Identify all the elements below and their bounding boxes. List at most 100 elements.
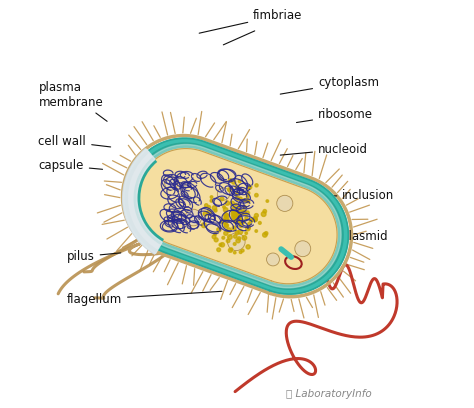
Polygon shape — [126, 138, 348, 294]
Circle shape — [245, 232, 247, 235]
Circle shape — [227, 228, 231, 233]
Circle shape — [248, 222, 251, 225]
Circle shape — [225, 201, 229, 205]
Circle shape — [242, 211, 246, 215]
Polygon shape — [124, 149, 162, 254]
Circle shape — [223, 206, 226, 208]
Circle shape — [220, 243, 225, 247]
Circle shape — [233, 214, 238, 218]
Circle shape — [236, 239, 240, 243]
Circle shape — [234, 235, 237, 238]
Circle shape — [233, 216, 237, 220]
Text: flagellum: flagellum — [67, 291, 222, 306]
Circle shape — [203, 211, 208, 216]
Circle shape — [243, 199, 246, 202]
Circle shape — [235, 196, 239, 200]
Circle shape — [224, 223, 228, 227]
Circle shape — [235, 213, 238, 215]
Circle shape — [236, 207, 241, 212]
Circle shape — [239, 251, 242, 253]
Circle shape — [165, 177, 178, 190]
Text: capsule: capsule — [38, 159, 102, 172]
Circle shape — [253, 217, 257, 221]
Circle shape — [224, 231, 228, 235]
Circle shape — [263, 233, 267, 237]
Circle shape — [264, 232, 268, 235]
Circle shape — [237, 214, 239, 217]
Circle shape — [239, 214, 242, 217]
Circle shape — [236, 217, 238, 219]
Circle shape — [266, 253, 280, 266]
Circle shape — [205, 204, 208, 207]
Circle shape — [247, 192, 250, 194]
Text: plasma
membrane: plasma membrane — [38, 81, 107, 121]
Circle shape — [220, 197, 224, 201]
Circle shape — [228, 179, 232, 182]
Circle shape — [243, 206, 246, 208]
Circle shape — [234, 251, 236, 254]
Circle shape — [232, 211, 236, 214]
Circle shape — [228, 235, 232, 239]
Circle shape — [233, 216, 237, 220]
Circle shape — [245, 216, 248, 220]
Circle shape — [246, 195, 249, 198]
Circle shape — [224, 224, 228, 228]
Circle shape — [233, 214, 236, 217]
Circle shape — [224, 215, 227, 218]
Circle shape — [236, 219, 239, 222]
Circle shape — [225, 214, 229, 218]
Circle shape — [234, 219, 238, 224]
Circle shape — [246, 211, 249, 215]
Circle shape — [240, 221, 243, 224]
Circle shape — [226, 239, 230, 243]
Circle shape — [214, 233, 217, 235]
Circle shape — [224, 213, 228, 217]
Circle shape — [237, 215, 240, 218]
Circle shape — [255, 230, 257, 232]
Circle shape — [235, 213, 237, 215]
Circle shape — [235, 203, 237, 206]
Circle shape — [233, 214, 238, 219]
Circle shape — [236, 218, 239, 222]
Circle shape — [241, 210, 244, 213]
Circle shape — [231, 213, 234, 216]
Circle shape — [210, 200, 213, 202]
Text: ribosome: ribosome — [296, 109, 373, 122]
Circle shape — [223, 208, 228, 212]
Circle shape — [228, 233, 245, 251]
Circle shape — [212, 235, 216, 239]
Circle shape — [235, 231, 239, 235]
Circle shape — [208, 206, 210, 208]
Circle shape — [236, 215, 238, 217]
Circle shape — [266, 200, 269, 202]
Circle shape — [253, 217, 257, 222]
Circle shape — [237, 213, 240, 216]
Circle shape — [239, 197, 242, 200]
Text: cell wall: cell wall — [38, 135, 110, 148]
Circle shape — [219, 243, 222, 246]
Circle shape — [210, 196, 213, 198]
Circle shape — [185, 209, 201, 226]
Circle shape — [230, 248, 233, 251]
Circle shape — [255, 184, 258, 187]
Circle shape — [228, 248, 233, 252]
Circle shape — [247, 186, 250, 189]
Text: plasmid: plasmid — [327, 230, 389, 243]
Circle shape — [241, 220, 245, 223]
Circle shape — [239, 224, 243, 228]
Circle shape — [261, 212, 266, 217]
Circle shape — [238, 230, 243, 234]
Text: pilus: pilus — [67, 250, 121, 263]
Circle shape — [217, 188, 230, 200]
Circle shape — [249, 219, 253, 222]
Polygon shape — [131, 143, 343, 289]
Text: inclusion: inclusion — [317, 189, 395, 202]
Circle shape — [247, 200, 250, 203]
Circle shape — [242, 235, 246, 240]
Circle shape — [232, 226, 236, 230]
Circle shape — [232, 207, 237, 211]
Circle shape — [214, 209, 217, 212]
Circle shape — [223, 217, 228, 222]
Polygon shape — [133, 144, 341, 288]
Circle shape — [248, 227, 250, 229]
